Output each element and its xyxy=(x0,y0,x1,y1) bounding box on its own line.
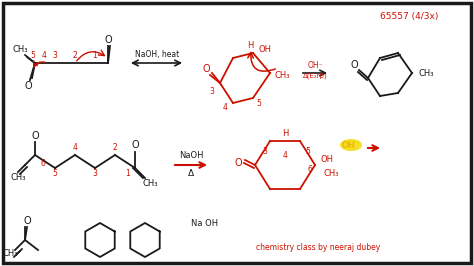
Text: 4: 4 xyxy=(73,143,77,152)
Text: O: O xyxy=(350,60,358,70)
Text: 2: 2 xyxy=(113,143,118,152)
Text: H: H xyxy=(282,128,288,138)
Text: Na OH: Na OH xyxy=(191,218,219,227)
Text: H: H xyxy=(247,40,253,49)
Text: 1: 1 xyxy=(126,169,130,178)
Text: 5: 5 xyxy=(53,169,57,178)
Text: CH₃: CH₃ xyxy=(323,168,339,177)
Text: Δ(E₂rβ): Δ(E₂rβ) xyxy=(302,73,328,79)
Text: 6: 6 xyxy=(308,165,312,174)
Text: OH: OH xyxy=(342,140,356,149)
Text: CH₃: CH₃ xyxy=(418,69,434,77)
Text: 4: 4 xyxy=(42,52,46,60)
Text: 65557 (4/3x): 65557 (4/3x) xyxy=(380,12,438,21)
Text: 3: 3 xyxy=(53,52,57,60)
Text: NaOH, heat: NaOH, heat xyxy=(135,51,179,60)
Ellipse shape xyxy=(340,139,362,151)
Text: O: O xyxy=(23,216,31,226)
Text: NaOH: NaOH xyxy=(179,152,203,160)
Text: CH₃: CH₃ xyxy=(274,70,290,80)
Text: 2: 2 xyxy=(73,52,77,60)
Text: O: O xyxy=(131,140,139,150)
Text: O: O xyxy=(234,158,242,168)
Text: 3: 3 xyxy=(210,86,214,95)
Text: 1: 1 xyxy=(92,52,97,60)
Text: OH: OH xyxy=(258,45,272,55)
Text: O: O xyxy=(24,81,32,91)
Text: 5: 5 xyxy=(306,147,310,156)
Text: CH₃: CH₃ xyxy=(2,248,18,257)
Text: OH⁻: OH⁻ xyxy=(307,60,323,69)
Text: CH₃: CH₃ xyxy=(142,180,158,189)
Text: 3: 3 xyxy=(92,169,98,178)
Text: O: O xyxy=(202,64,210,74)
Text: 5: 5 xyxy=(256,98,262,107)
Text: chemistry class by neeraj dubey: chemistry class by neeraj dubey xyxy=(256,243,380,251)
Text: 4: 4 xyxy=(283,152,287,160)
Text: 6: 6 xyxy=(41,160,46,168)
Text: OH: OH xyxy=(320,156,334,164)
Text: 5: 5 xyxy=(30,52,36,60)
Text: 4: 4 xyxy=(223,103,228,113)
Text: Δ: Δ xyxy=(188,169,194,178)
Text: 3: 3 xyxy=(263,147,267,156)
Text: O: O xyxy=(104,35,112,45)
Text: CH₃: CH₃ xyxy=(10,173,26,182)
Text: CH₃: CH₃ xyxy=(12,45,28,55)
Text: O: O xyxy=(31,131,39,141)
